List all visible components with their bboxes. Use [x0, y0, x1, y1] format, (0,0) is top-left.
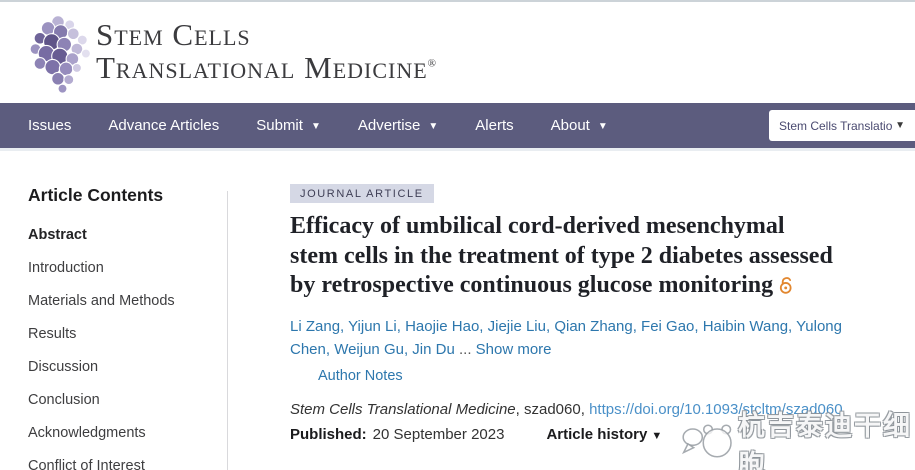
show-more-link[interactable]: Show more [475, 340, 552, 358]
top-border-line [0, 0, 915, 2]
sidebar-list: Abstract Introduction Materials and Meth… [28, 226, 213, 470]
citation-line: Stem Cells Translational Medicine, szad0… [290, 401, 843, 419]
nav-item-advertise[interactable]: Advertise ▼ [357, 117, 439, 134]
sidebar-item-discussion[interactable]: Discussion [28, 359, 99, 375]
sidebar-item-results[interactable]: Results [28, 326, 77, 342]
chevron-down-icon: ▼ [651, 430, 663, 443]
doi-link[interactable]: https://doi.org/10.1093/stcltm/szad060 [589, 401, 843, 419]
journal-selector-dropdown[interactable]: Stem Cells Translational M ▼ [769, 110, 915, 141]
article-contents-sidebar: Article Contents Abstract Introduction M… [28, 185, 213, 470]
author-list[interactable]: Li Zang, Yijun Li, Haojie Hao, Jiejie Li… [290, 315, 855, 362]
nav-item-about[interactable]: About ▼ [550, 117, 608, 134]
nav-item-alerts[interactable]: Alerts [475, 117, 514, 134]
article-header-main: JOURNAL ARTICLE Efficacy of umbilical co… [290, 184, 860, 443]
journal-name-line2: Translational Medicine® [96, 50, 437, 86]
chevron-down-icon: ▼ [428, 121, 439, 132]
masthead: Stem Cells Translational Medicine® [0, 2, 915, 103]
chevron-down-icon: ▼ [310, 121, 321, 132]
article-title: Efficacy of umbilical cord-derived mesen… [290, 212, 838, 304]
chevron-down-icon: ▼ [895, 120, 905, 131]
citation-journal-name: Stem Cells Translational Medicine [290, 401, 516, 419]
primary-navbar: Issues Advance Articles Submit ▼ Advertis… [0, 103, 915, 148]
nav-item-advance-articles[interactable]: Advance Articles [108, 117, 220, 134]
open-access-unlocked-padlock-icon [777, 274, 796, 304]
journal-selector-value: Stem Cells Translational M [779, 118, 893, 133]
author-names[interactable]: Li Zang, Yijun Li, Haojie Hao, Jiejie Li… [290, 317, 842, 358]
citation-article-id: szad060 [524, 401, 581, 419]
published-date: 20 September 2023 [372, 426, 505, 444]
sidebar-divider [227, 191, 228, 470]
publication-row: Published: 20 September 2023 Article histo… [290, 426, 860, 443]
nav-item-submit[interactable]: Submit ▼ [256, 117, 321, 134]
sidebar-title: Article Contents [28, 185, 164, 205]
sidebar-item-conclusion[interactable]: Conclusion [28, 392, 100, 408]
sidebar-item-materials-and-methods[interactable]: Materials and Methods [28, 293, 175, 309]
article-history-toggle[interactable]: Article history ▼ [546, 426, 663, 444]
content-area: Article Contents Abstract Introduction M… [0, 151, 915, 470]
nav-item-issues[interactable]: Issues [28, 117, 72, 134]
sidebar-item-introduction[interactable]: Introduction [28, 260, 104, 276]
sidebar-item-conflict-of-interest[interactable]: Conflict of Interest [28, 458, 145, 470]
authors-ellipsis: ... [454, 340, 476, 358]
published-label: Published: [290, 426, 367, 444]
article-type-badge: JOURNAL ARTICLE [290, 184, 434, 203]
author-notes-link[interactable]: Author Notes [318, 368, 403, 385]
sidebar-item-abstract[interactable]: Abstract [28, 227, 87, 243]
registered-mark: ® [427, 58, 437, 71]
sidebar-item-acknowledgments[interactable]: Acknowledgments [28, 425, 146, 441]
cell-cluster-logo-icon[interactable] [22, 10, 94, 103]
chevron-down-icon: ▼ [597, 121, 608, 132]
journal-name-line1: Stem Cells [96, 17, 251, 52]
nav-items: Issues Advance Articles Submit ▼ Advertis… [28, 103, 608, 148]
journal-logo-text[interactable]: Stem Cells Translational Medicine® [96, 18, 436, 85]
